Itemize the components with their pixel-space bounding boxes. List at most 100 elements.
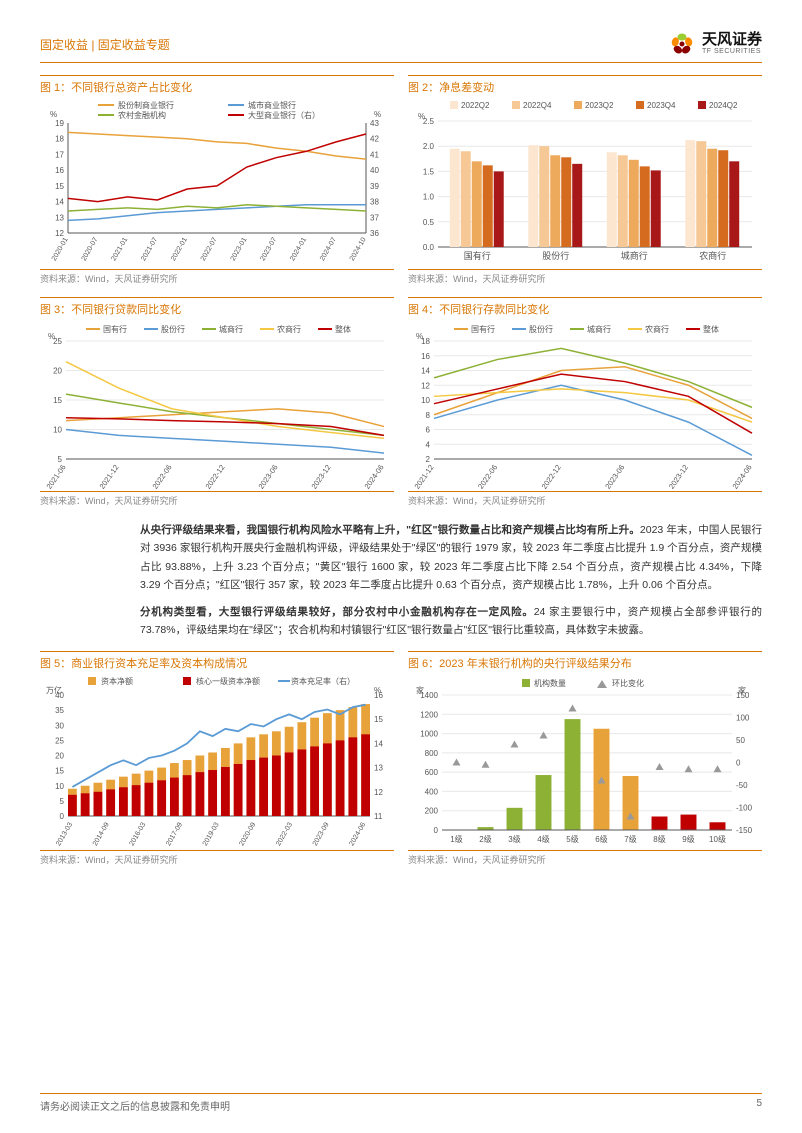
svg-text:2024-10: 2024-10 xyxy=(349,236,368,262)
svg-text:2021-12: 2021-12 xyxy=(97,463,120,489)
svg-text:50: 50 xyxy=(736,736,745,745)
svg-text:2022Q2: 2022Q2 xyxy=(461,101,490,110)
svg-text:38: 38 xyxy=(370,198,379,207)
svg-text:400: 400 xyxy=(425,788,439,797)
svg-text:环比变化: 环比变化 xyxy=(612,678,644,688)
svg-text:8级: 8级 xyxy=(653,834,665,844)
chart-1-box: 图 1：不同银行总资产占比变化 股份制商业银行城市商业银行农村金融机构大型商业银… xyxy=(40,75,394,285)
svg-text:1400: 1400 xyxy=(420,691,438,700)
svg-text:2: 2 xyxy=(426,455,431,464)
logo-icon xyxy=(668,30,696,58)
svg-text:40: 40 xyxy=(370,166,379,175)
chart-6-canvas: 机构数量环比变化家家0200400600800100012001400-150-… xyxy=(408,673,762,848)
svg-text:2022-01: 2022-01 xyxy=(170,236,189,262)
svg-text:2014-09: 2014-09 xyxy=(92,822,111,848)
svg-text:1级: 1级 xyxy=(450,834,462,844)
paragraph-1: 从央行评级结果来看，我国银行机构风险水平略有上升，"红区"银行数量占比和资产规模… xyxy=(140,521,762,595)
svg-text:2024-01: 2024-01 xyxy=(289,236,308,262)
chart-5-source: 资料来源：Wind，天风证券研究所 xyxy=(40,850,394,866)
page-footer: 请务必阅读正文之后的信息披露和免责申明 5 xyxy=(40,1093,762,1113)
svg-text:14: 14 xyxy=(374,740,383,749)
svg-text:2024-06: 2024-06 xyxy=(348,822,367,848)
svg-text:40: 40 xyxy=(55,691,64,700)
svg-text:20: 20 xyxy=(53,367,62,376)
p2-emph: 分机构类型看，大型银行评级结果较好，部分农村中小金融机构存在一定风险。 xyxy=(140,606,534,618)
svg-text:2019-03: 2019-03 xyxy=(202,822,221,848)
chart-6-title: 图 6：2023 年末银行机构的央行评级结果分布 xyxy=(408,651,762,671)
svg-text:2022-06: 2022-06 xyxy=(476,463,499,489)
chart-6-source: 资料来源：Wind，天风证券研究所 xyxy=(408,850,762,866)
svg-text:37: 37 xyxy=(370,213,379,222)
svg-text:股份制商业银行: 股份制商业银行 xyxy=(118,100,174,110)
svg-text:农商行: 农商行 xyxy=(645,324,669,334)
svg-text:2021-01: 2021-01 xyxy=(110,236,129,262)
p1-emph: 从央行评级结果来看，我国银行机构风险水平略有上升，"红区"银行数量占比和资产规模… xyxy=(140,524,640,536)
chart-5-title: 图 5：商业银行资本充足率及资本构成情况 xyxy=(40,651,394,671)
svg-text:股份行: 股份行 xyxy=(542,250,569,261)
svg-text:13: 13 xyxy=(55,213,64,222)
svg-text:0: 0 xyxy=(736,759,741,768)
svg-text:0.5: 0.5 xyxy=(423,218,435,227)
svg-text:资本充足率（右）: 资本充足率（右） xyxy=(291,676,355,686)
svg-text:16: 16 xyxy=(55,166,64,175)
svg-text:600: 600 xyxy=(425,768,439,777)
svg-text:16: 16 xyxy=(374,691,383,700)
body-text: 从央行评级结果来看，我国银行机构风险水平略有上升，"红区"银行数量占比和资产规模… xyxy=(140,521,762,639)
svg-text:整体: 整体 xyxy=(335,324,351,334)
svg-text:43: 43 xyxy=(370,119,379,128)
svg-text:1.5: 1.5 xyxy=(423,167,435,176)
chart-4-box: 图 4：不同银行存款同比变化 国有行股份行城商行农商行整体%2468101214… xyxy=(408,297,762,507)
svg-text:2021-12: 2021-12 xyxy=(412,463,435,489)
svg-text:12: 12 xyxy=(421,381,430,390)
header-rule xyxy=(40,62,762,63)
page-header: 固定收益 | 固定收益专题 天风证券 TF SECURITIES xyxy=(40,28,762,60)
svg-text:17: 17 xyxy=(55,150,64,159)
svg-text:18: 18 xyxy=(421,337,430,346)
svg-text:10: 10 xyxy=(421,396,430,405)
chart-1-canvas: 股份制商业银行城市商业银行农村金融机构大型商业银行（右）%%1213141516… xyxy=(40,97,394,267)
footer-disclaimer: 请务必阅读正文之后的信息披露和免责申明 xyxy=(40,1098,230,1113)
svg-text:2022-07: 2022-07 xyxy=(200,236,219,262)
chart-4-title: 图 4：不同银行存款同比变化 xyxy=(408,297,762,317)
svg-text:国有行: 国有行 xyxy=(103,324,127,334)
svg-text:1.0: 1.0 xyxy=(423,193,435,202)
svg-text:农商行: 农商行 xyxy=(699,250,726,261)
chart-1-source: 资料来源：Wind，天风证券研究所 xyxy=(40,269,394,285)
svg-text:15: 15 xyxy=(55,767,64,776)
svg-text:2023-01: 2023-01 xyxy=(230,236,249,262)
svg-text:12: 12 xyxy=(374,788,383,797)
svg-text:5级: 5级 xyxy=(566,834,578,844)
svg-text:1000: 1000 xyxy=(420,730,438,739)
svg-text:25: 25 xyxy=(55,737,64,746)
chart-6-box: 图 6：2023 年末银行机构的央行评级结果分布 机构数量环比变化家家02004… xyxy=(408,651,762,866)
svg-text:10级: 10级 xyxy=(709,834,726,844)
svg-text:6: 6 xyxy=(426,426,431,435)
svg-text:14: 14 xyxy=(421,367,430,376)
chart-3-source: 资料来源：Wind，天风证券研究所 xyxy=(40,491,394,507)
svg-text:2022-03: 2022-03 xyxy=(275,822,294,848)
svg-text:41: 41 xyxy=(370,150,379,159)
chart-2-canvas: 2022Q22022Q42023Q22023Q42024Q2%0.00.51.0… xyxy=(408,97,762,267)
svg-text:7级: 7级 xyxy=(624,834,636,844)
svg-text:2022Q4: 2022Q4 xyxy=(523,101,552,110)
svg-text:2021-07: 2021-07 xyxy=(140,236,159,262)
svg-text:机构数量: 机构数量 xyxy=(534,678,566,688)
svg-text:9级: 9级 xyxy=(682,834,694,844)
svg-text:2023-12: 2023-12 xyxy=(309,463,332,489)
svg-text:2023-12: 2023-12 xyxy=(667,463,690,489)
svg-text:25: 25 xyxy=(53,337,62,346)
svg-text:资本净额: 资本净额 xyxy=(101,676,133,686)
svg-text:-150: -150 xyxy=(736,826,753,835)
svg-text:10: 10 xyxy=(53,426,62,435)
svg-text:2024-06: 2024-06 xyxy=(730,463,753,489)
svg-text:20: 20 xyxy=(55,752,64,761)
footer-page: 5 xyxy=(756,1098,762,1113)
chart-3-canvas: 国有行股份行城商行农商行整体%5101520252021-062021-1220… xyxy=(40,319,394,489)
svg-text:城商行: 城商行 xyxy=(621,250,648,261)
svg-text:核心一级资本净额: 核心一级资本净额 xyxy=(196,676,260,686)
svg-text:2022-06: 2022-06 xyxy=(150,463,173,489)
svg-text:2023Q4: 2023Q4 xyxy=(647,101,676,110)
chart-5-canvas: 资本净额核心一级资本净额资本充足率（右）万亿%05101520253035401… xyxy=(40,673,394,848)
svg-text:国有行: 国有行 xyxy=(464,250,491,261)
svg-text:0.0: 0.0 xyxy=(423,243,435,252)
